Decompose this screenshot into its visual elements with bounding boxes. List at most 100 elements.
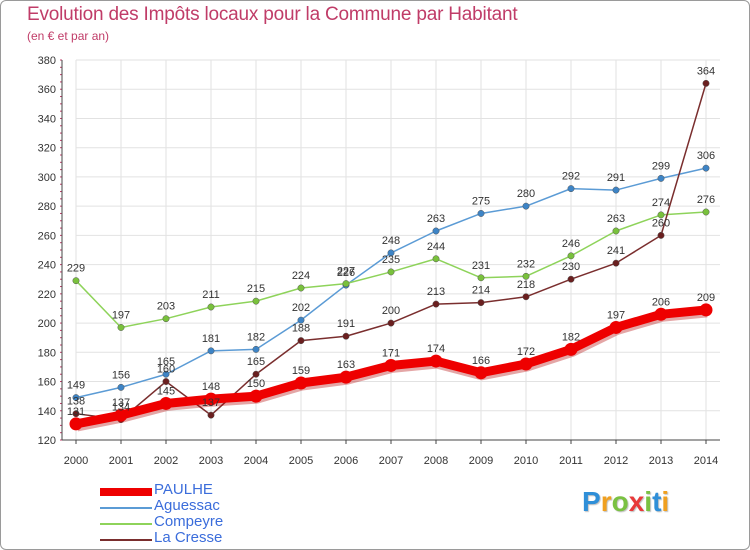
x-tick-label: 2000	[64, 455, 88, 467]
y-tick-label: 180	[38, 347, 56, 359]
data-point	[432, 300, 440, 308]
data-label: 229	[67, 263, 85, 275]
data-label: 172	[517, 346, 535, 358]
data-point	[657, 231, 665, 239]
legend-swatch-la-cresse	[100, 539, 152, 541]
legend-label-aguessac: Aguessac	[154, 497, 220, 514]
data-label: 299	[652, 160, 670, 172]
data-label: 241	[607, 245, 625, 257]
data-label: 209	[697, 292, 715, 304]
data-point	[612, 259, 620, 267]
data-label: 213	[427, 286, 445, 298]
data-point	[159, 396, 173, 410]
data-label: 182	[247, 331, 265, 343]
legend-swatch-aguessac	[100, 507, 152, 509]
data-point	[294, 376, 308, 390]
data-point	[477, 274, 485, 282]
data-point	[657, 174, 665, 182]
data-label: 200	[382, 305, 400, 317]
data-point	[699, 303, 713, 317]
data-point	[654, 307, 668, 321]
data-label: 235	[382, 254, 400, 266]
data-label: 203	[157, 301, 175, 313]
data-point	[474, 366, 488, 380]
data-label: 263	[607, 213, 625, 225]
data-point	[522, 293, 530, 301]
data-point	[429, 354, 443, 368]
data-point	[297, 337, 305, 345]
data-point	[387, 249, 395, 257]
y-tick-label: 260	[38, 230, 56, 242]
x-tick-label: 2008	[424, 455, 448, 467]
x-tick-label: 2004	[244, 455, 268, 467]
data-label: 244	[427, 241, 445, 253]
legend-swatch-paulhe	[100, 488, 152, 496]
data-label: 260	[652, 217, 670, 229]
y-tick-label: 200	[38, 318, 56, 330]
data-label: 224	[292, 270, 310, 282]
data-label: 137	[202, 397, 220, 409]
data-point	[657, 211, 665, 219]
data-label: 145	[157, 385, 175, 397]
data-label: 231	[472, 260, 490, 272]
data-point	[72, 394, 80, 402]
data-label: 232	[517, 258, 535, 270]
data-label: 263	[427, 213, 445, 225]
logo-letter: o	[611, 486, 629, 517]
data-point	[387, 319, 395, 327]
x-tick-label: 2011	[559, 455, 583, 467]
data-label: 206	[652, 296, 670, 308]
data-label: 131	[67, 406, 85, 418]
x-tick-label: 2012	[604, 455, 628, 467]
logo-letter: r	[600, 486, 612, 517]
x-tick-label: 2014	[694, 455, 718, 467]
data-label: 181	[202, 333, 220, 345]
data-point	[702, 79, 710, 87]
data-point	[432, 255, 440, 263]
logo-letter: t	[652, 486, 662, 517]
data-point	[567, 185, 575, 193]
data-point	[702, 208, 710, 216]
x-tick-label: 2009	[469, 455, 493, 467]
y-tick-label: 360	[38, 84, 56, 96]
data-point	[612, 186, 620, 194]
data-point	[477, 210, 485, 217]
data-point	[522, 272, 530, 280]
data-label: 150	[247, 378, 265, 390]
chart-title: Evolution des Impôts locaux pour la Comm…	[27, 4, 518, 25]
data-label: 246	[562, 238, 580, 250]
data-label: 197	[607, 309, 625, 321]
data-label: 274	[652, 197, 670, 209]
data-point	[522, 202, 530, 210]
data-label: 138	[67, 396, 85, 408]
data-label: 306	[697, 150, 715, 162]
data-point	[252, 297, 260, 305]
data-label: 218	[517, 279, 535, 291]
data-label: 182	[562, 331, 580, 343]
data-point	[72, 277, 80, 285]
legend-label-compeyre: Compeyre	[154, 513, 224, 530]
data-label: 230	[562, 261, 580, 273]
data-label: 197	[112, 309, 130, 321]
data-point	[162, 378, 170, 385]
data-point	[702, 164, 710, 172]
data-label: 188	[292, 323, 310, 335]
data-label: 276	[697, 194, 715, 206]
data-label: 171	[382, 347, 400, 359]
logo-letter: x	[628, 486, 645, 517]
logo-letter: i	[644, 486, 653, 517]
y-tick-label: 160	[38, 377, 56, 389]
y-tick-label: 320	[38, 143, 56, 155]
y-tick-label: 140	[38, 406, 56, 418]
legend-label-paulhe: PAULHE	[154, 481, 213, 498]
data-label: 165	[247, 356, 265, 368]
data-label: 149	[67, 380, 85, 392]
data-label: 160	[157, 364, 175, 376]
data-point	[114, 408, 128, 422]
data-point	[432, 227, 440, 235]
legend-swatch-compeyre	[100, 523, 152, 525]
data-label: 215	[247, 283, 265, 295]
data-point	[162, 370, 170, 378]
data-label: 165	[157, 356, 175, 368]
data-point	[252, 345, 260, 353]
